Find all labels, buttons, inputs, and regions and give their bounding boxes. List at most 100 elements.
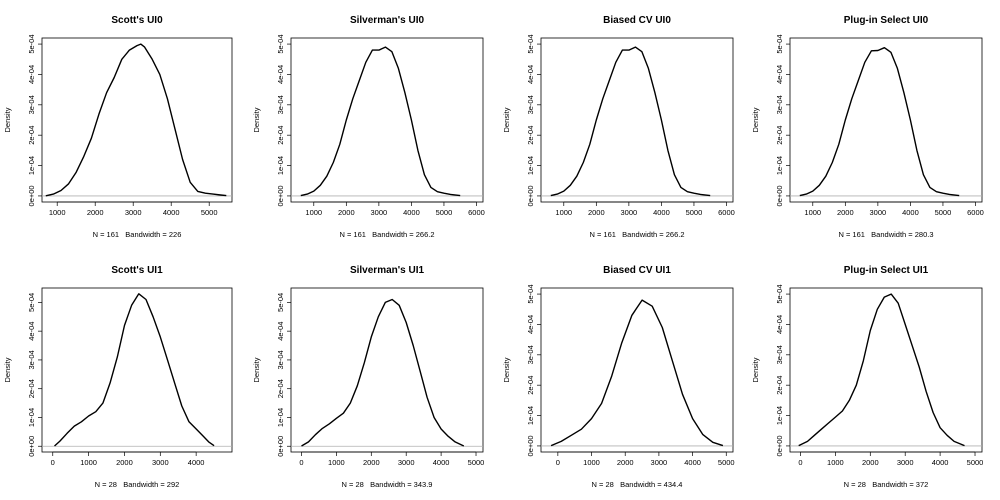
x-tick-label: 0 [51, 458, 55, 467]
y-tick-label: 0e+00 [276, 185, 285, 206]
y-axis-label: Density [252, 357, 261, 382]
y-axis-label: Density [3, 357, 12, 382]
y-axis-label: Density [502, 107, 511, 132]
density-curve [550, 299, 724, 447]
panel-title: Silverman's UI1 [350, 265, 425, 276]
y-tick-label: 2e-04 [27, 379, 36, 398]
plot-frame [41, 287, 233, 453]
x-tick-label: 4000 [433, 458, 450, 467]
x-tick-label: 4000 [163, 208, 180, 217]
y-tick-label: 0e+00 [775, 435, 784, 456]
y-tick-label: 4e-04 [27, 322, 36, 341]
x-tick-label: 1000 [827, 458, 844, 467]
y-tick-label: 4e-04 [775, 315, 784, 334]
y-tick-label: 5e-04 [526, 34, 535, 53]
x-tick-label: 2000 [588, 208, 605, 217]
x-tick-label: 5000 [718, 458, 735, 467]
x-tick-label: 6000 [718, 208, 735, 217]
x-tick-label: 1000 [555, 208, 572, 217]
y-tick-label: 5e-04 [27, 34, 36, 53]
x-tick-label: 2000 [363, 458, 380, 467]
x-tick-label: 5000 [436, 208, 453, 217]
x-axis-label: N = 28 Bandwidth = 372 [844, 480, 929, 489]
y-tick-label: 4e-04 [526, 315, 535, 334]
density-panel-5: Silverman's UI1 0 1000 2000 3000 4000 5000 0e+0… [252, 265, 484, 489]
panel-title: Biased CV UI0 [603, 15, 671, 26]
panel-title: Plug-in Select UI0 [844, 15, 929, 26]
x-tick-label: 3000 [621, 208, 638, 217]
panel-title: Scott's UI0 [111, 15, 163, 26]
plot-frame [789, 287, 983, 453]
y-tick-label: 5e-04 [276, 34, 285, 53]
y-tick-label: 3e-04 [276, 95, 285, 114]
y-tick-label: 5e-04 [276, 293, 285, 312]
x-tick-label: 3000 [125, 208, 142, 217]
x-axis-label: N = 161 Bandwidth = 226 [93, 230, 182, 239]
y-tick-label: 5e-04 [526, 284, 535, 303]
y-tick-label: 3e-04 [775, 95, 784, 114]
y-tick-label: 3e-04 [27, 350, 36, 369]
x-tick-label: 0 [798, 458, 802, 467]
plot-frame [789, 37, 983, 203]
plot-frame [290, 37, 484, 203]
density-panel-7: Plug-in Select UI1 0 1000 2000 3000 4000 5000 0… [751, 265, 983, 489]
x-tick-label: 5000 [468, 458, 485, 467]
y-tick-label: 1e-04 [27, 408, 36, 427]
x-tick-label: 4000 [932, 458, 949, 467]
y-tick-label: 4e-04 [276, 65, 285, 84]
y-axis-label: Density [502, 357, 511, 382]
x-tick-label: 3000 [371, 208, 388, 217]
y-tick-label: 4e-04 [526, 65, 535, 84]
y-tick-label: 2e-04 [27, 126, 36, 145]
y-tick-label: 0e+00 [27, 185, 36, 206]
y-tick-label: 0e+00 [27, 436, 36, 457]
x-tick-label: 3000 [897, 458, 914, 467]
x-tick-label: 2000 [338, 208, 355, 217]
y-tick-label: 5e-04 [775, 284, 784, 303]
x-tick-label: 6000 [468, 208, 485, 217]
plot-frame [290, 287, 484, 453]
y-tick-label: 5e-04 [27, 293, 36, 312]
x-tick-label: 4000 [653, 208, 670, 217]
y-tick-label: 3e-04 [526, 95, 535, 114]
y-tick-label: 2e-04 [775, 376, 784, 395]
x-axis-label: N = 28 Bandwidth = 434.4 [592, 480, 683, 489]
y-tick-label: 5e-04 [775, 34, 784, 53]
density-panel-4: Scott's UI1 0 1000 2000 3000 4000 0e+00 1e-04 2e… [3, 265, 233, 489]
x-axis-label: N = 28 Bandwidth = 292 [95, 480, 180, 489]
x-tick-label: 1000 [328, 458, 345, 467]
x-tick-label: 4000 [684, 458, 701, 467]
y-tick-label: 3e-04 [27, 95, 36, 114]
density-panel-3: Plug-in Select UI0 1000 2000 3000 4000 5000 60… [751, 15, 984, 239]
y-axis-label: Density [751, 107, 760, 132]
plot-frame [540, 37, 734, 203]
panel-title: Plug-in Select UI1 [844, 265, 929, 276]
y-tick-label: 3e-04 [775, 345, 784, 364]
y-tick-label: 2e-04 [276, 379, 285, 398]
plot-frame [41, 37, 233, 203]
x-axis-label: N = 161 Bandwidth = 266.2 [589, 230, 684, 239]
x-tick-label: 5000 [201, 208, 218, 217]
density-panel-0: Scott's UI0 1000 2000 3000 4000 5000 0e+00 1e-0… [3, 15, 233, 239]
y-tick-label: 4e-04 [27, 65, 36, 84]
x-axis-label: N = 28 Bandwidth = 343.9 [342, 480, 433, 489]
x-tick-label: 2000 [862, 458, 879, 467]
y-tick-label: 1e-04 [526, 406, 535, 425]
panel-title: Scott's UI1 [111, 265, 163, 276]
x-tick-label: 1000 [305, 208, 322, 217]
y-tick-label: 1e-04 [27, 156, 36, 175]
y-tick-label: 0e+00 [526, 185, 535, 206]
x-tick-label: 1000 [80, 458, 97, 467]
density-curve [45, 43, 227, 197]
y-tick-label: 2e-04 [276, 126, 285, 145]
y-tick-label: 1e-04 [775, 406, 784, 425]
y-tick-label: 4e-04 [775, 65, 784, 84]
density-curve [550, 46, 711, 197]
panel-title: Silverman's UI0 [350, 15, 425, 26]
x-tick-label: 3000 [152, 458, 169, 467]
x-tick-label: 2000 [116, 458, 133, 467]
x-tick-label: 4000 [188, 458, 205, 467]
x-tick-label: 2000 [837, 208, 854, 217]
x-tick-label: 1000 [583, 458, 600, 467]
